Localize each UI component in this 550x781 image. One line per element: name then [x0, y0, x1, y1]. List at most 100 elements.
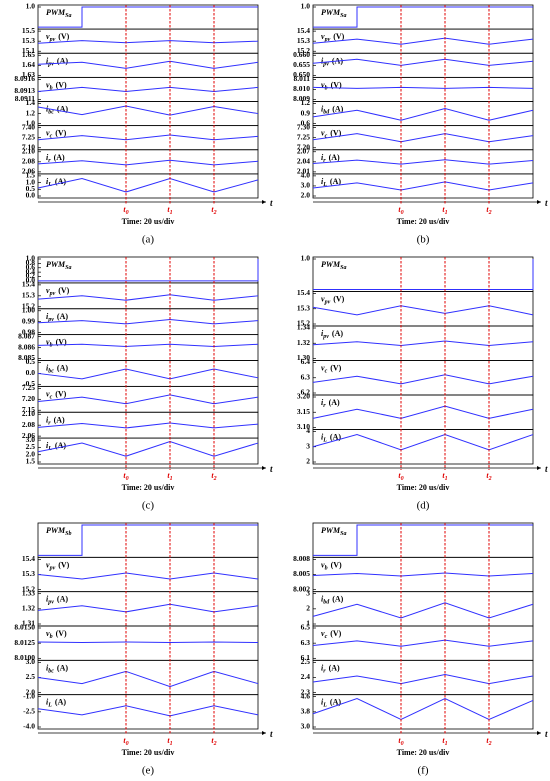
- marker-label: t0: [123, 471, 128, 483]
- marker-sub: 2: [213, 741, 217, 747]
- panel-caption: (b): [417, 234, 430, 246]
- waveform-trace: [312, 108, 534, 121]
- waveform-trace: [37, 572, 259, 580]
- y-tick-label: 2.10: [22, 409, 35, 418]
- y-tick-label: 2.10: [22, 146, 35, 155]
- marker-sub: 1: [170, 741, 173, 747]
- waveform-trace: [312, 434, 534, 451]
- marker-sub: 1: [445, 476, 448, 482]
- marker-label: t0: [398, 736, 403, 748]
- axis-label: t: [545, 198, 548, 208]
- strip-label: vb (V): [321, 80, 342, 92]
- strip-label: vc (V): [321, 629, 342, 641]
- axis-label: t: [270, 729, 273, 739]
- label-sub: Sb: [65, 531, 71, 537]
- waveform-trace: [37, 441, 259, 457]
- strip-frame: [312, 291, 534, 327]
- panel-caption: (f): [418, 765, 429, 777]
- label-unit: (V): [56, 337, 67, 346]
- marker-label: t1: [442, 471, 447, 483]
- label-sub: pv: [49, 291, 56, 297]
- y-tick-label: 1.65: [22, 50, 35, 59]
- y-tick-label: 0.0: [26, 368, 36, 377]
- y-tick-label: 6.2: [301, 388, 311, 397]
- label-unit: (A): [57, 312, 68, 321]
- waveform-trace: [37, 134, 259, 141]
- waveform-trace: [312, 305, 534, 316]
- strip-frame: [37, 334, 259, 361]
- y-tick-label: 0.5: [26, 184, 36, 193]
- time-label: Time: 20 us/div: [122, 217, 175, 226]
- y-tick-label: 1.5: [26, 171, 36, 180]
- waveform-trace: [37, 105, 259, 116]
- y-tick-label: 15.2: [297, 319, 310, 328]
- axis-label: t: [270, 464, 273, 474]
- y-tick-label: 0.9: [301, 108, 311, 117]
- label-symbol: i: [321, 329, 324, 338]
- strip-label: vb (V): [46, 629, 67, 641]
- label-sub: pv: [322, 334, 329, 340]
- label-sub: b: [50, 86, 53, 92]
- panel-caption: (d): [417, 500, 430, 512]
- label-symbol: i: [46, 697, 49, 706]
- strip-frame: [37, 659, 259, 696]
- waveform-trace: [312, 133, 534, 143]
- label-sub: bc: [48, 369, 54, 375]
- label-symbol: i: [46, 663, 49, 672]
- marker-sub: 1: [445, 210, 448, 216]
- label-sub: Sa: [340, 531, 346, 537]
- strip-label: ibd (A): [321, 594, 344, 606]
- panel-caption: (c): [142, 500, 155, 512]
- y-tick-label: 8.0916: [14, 74, 35, 83]
- y-tick-label: 2.4: [301, 672, 311, 681]
- label-sub: L: [322, 438, 327, 444]
- strip-label: vpv (V): [46, 32, 70, 44]
- y-tick-label: 6.3: [301, 638, 311, 647]
- waveform-trace: [37, 159, 259, 166]
- label-unit: (A): [330, 697, 341, 706]
- waveform-trace: [37, 60, 259, 69]
- waveform-trace: [37, 670, 259, 688]
- time-label: Time: 20 us/div: [122, 483, 175, 492]
- label-unit: (A): [54, 415, 65, 424]
- y-tick-label: -2.5: [23, 707, 35, 716]
- y-tick-label: 2.0: [26, 687, 36, 696]
- marker-sub: 0: [401, 210, 404, 216]
- strip-label: ir (A): [46, 415, 65, 427]
- strip-frame: [312, 694, 534, 730]
- y-tick-label: 2.06: [22, 431, 35, 440]
- marker-sub: 2: [488, 741, 492, 747]
- label-symbol: i: [321, 594, 324, 603]
- time-label: Time: 20 us/div: [122, 748, 175, 757]
- strip-label: vb (V): [321, 560, 342, 572]
- marker-sub: 0: [401, 476, 404, 482]
- waveform-trace: [312, 37, 534, 45]
- y-tick-label: 8.085: [18, 353, 35, 362]
- strip-label: iL (A): [321, 177, 341, 189]
- y-tick-label: 6.3: [301, 372, 311, 381]
- strip-frame: [312, 256, 534, 292]
- waveform-trace: [312, 602, 534, 619]
- y-tick-label: 3.20: [297, 392, 310, 401]
- y-tick-label: -4.0: [23, 722, 35, 731]
- y-tick-label: 8.086: [18, 342, 35, 351]
- y-tick-label: 1.0: [301, 2, 311, 11]
- y-tick-label: 8.009: [293, 94, 310, 103]
- y-tick-label: 2.08: [22, 157, 35, 166]
- y-tick-label: 0.98: [22, 327, 35, 336]
- marker-sub: 2: [213, 476, 217, 482]
- axis-label: t: [545, 464, 548, 474]
- label-symbol: v: [46, 286, 50, 295]
- label-unit: (V): [333, 294, 344, 303]
- strip-label: ipv (A): [46, 56, 68, 68]
- y-tick-label: 1: [306, 619, 310, 628]
- marker-base: t: [442, 736, 445, 745]
- label-symbol: i: [321, 153, 324, 162]
- y-tick-label: 8.011: [294, 74, 311, 83]
- y-tick-label: 7.10: [22, 142, 35, 151]
- label-symbol: i: [321, 697, 324, 706]
- strip-label: iL (A): [321, 432, 341, 444]
- y-tick-label: 1.0: [26, 254, 36, 263]
- strip-label: PWMSb: [46, 526, 71, 538]
- label-unit: (A): [330, 432, 341, 441]
